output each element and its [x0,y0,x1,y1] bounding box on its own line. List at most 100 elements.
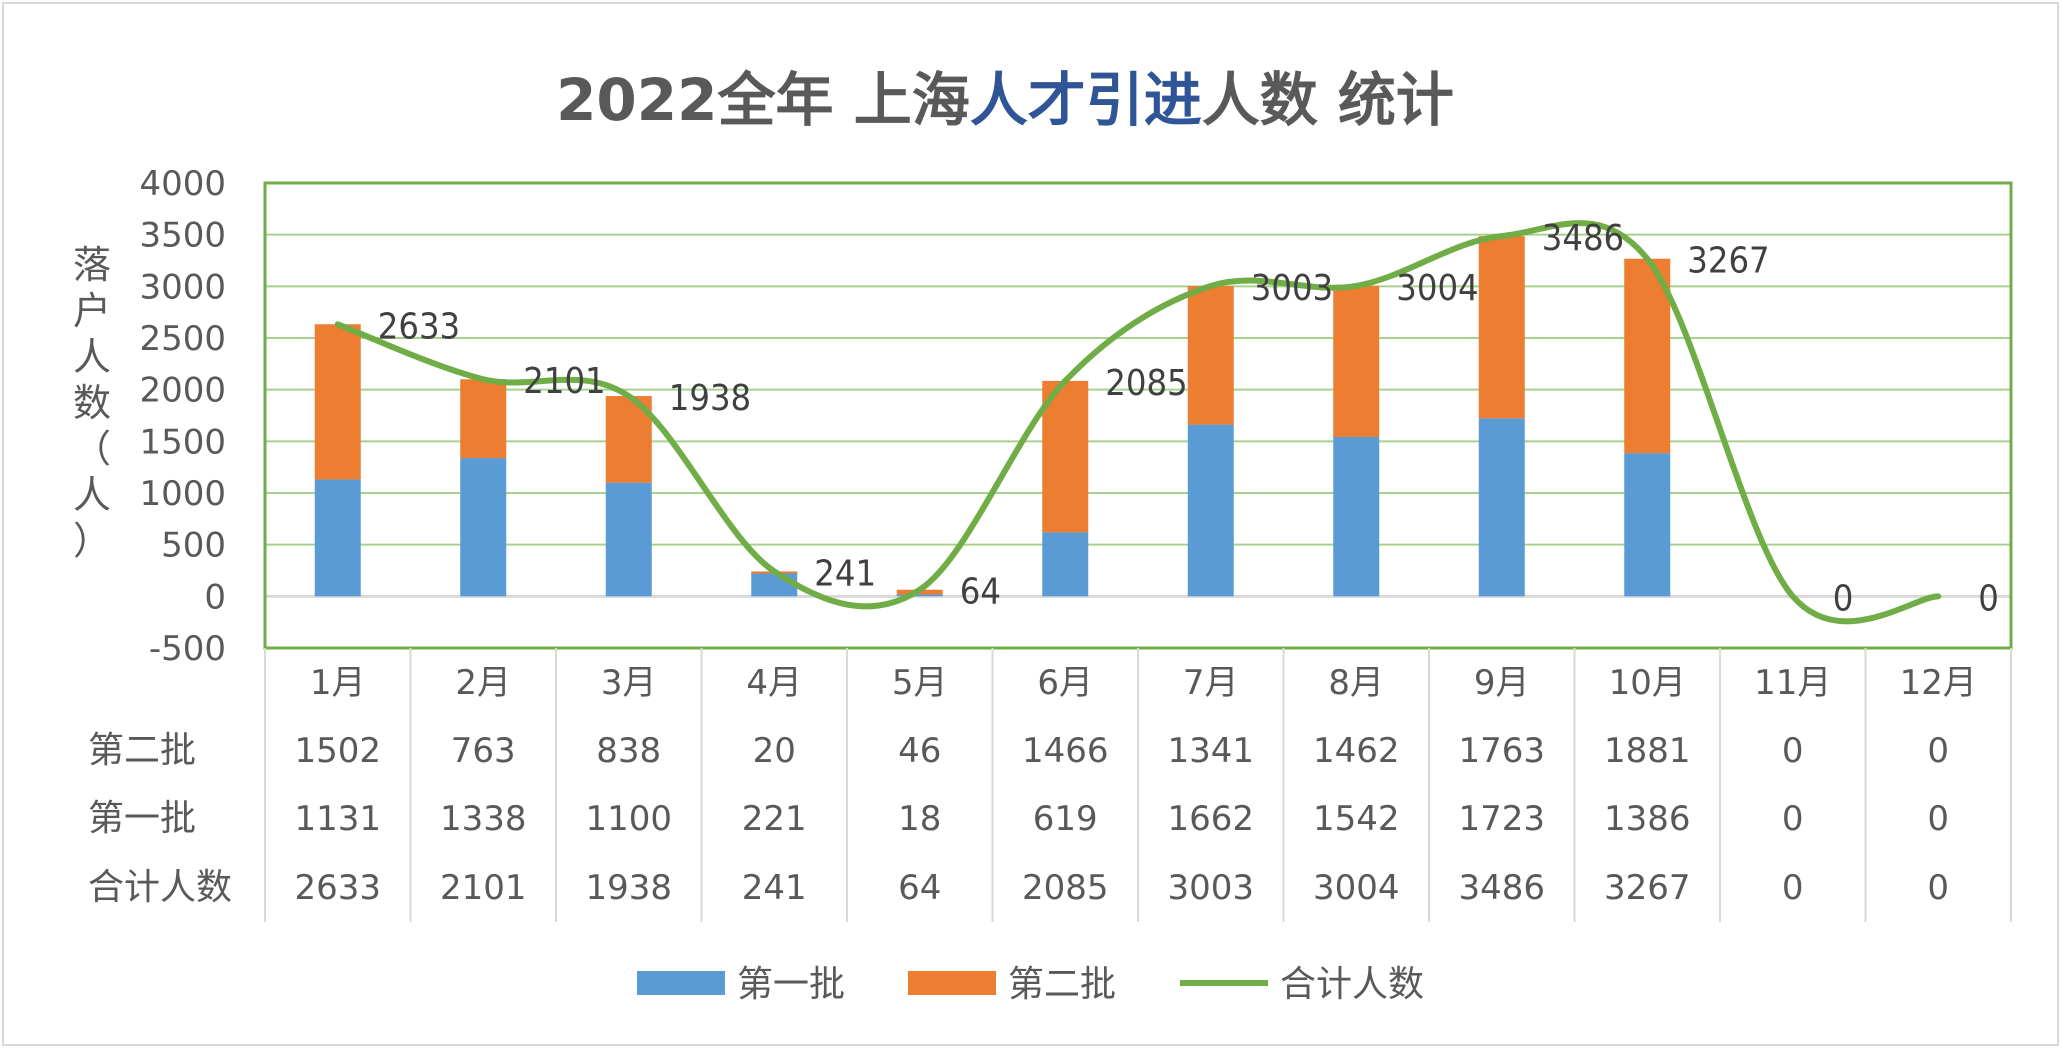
table-cell: 20 [753,731,796,771]
table-cell: 1131 [294,799,381,839]
x-category-label: 7月 [1183,663,1239,703]
table-cell: 1763 [1458,731,1545,771]
table-row-label: 合计人数 [88,867,232,908]
legend-label: 合计人数 [1280,964,1424,1005]
table-cell: 2101 [440,868,527,908]
bar [460,379,507,459]
x-category-label: 11月 [1754,663,1831,703]
table-cell: 2633 [294,868,381,908]
y-axis-label-char: （ [73,427,111,471]
table-cell: 3486 [1458,868,1545,908]
bar [1042,532,1089,597]
legend-swatch [908,971,996,995]
y-tick-label: 0 [204,577,226,617]
chart-title-part: 人才引进 [970,66,1202,134]
table-cell: 1502 [294,731,381,771]
y-tick-label: 2500 [139,319,226,359]
table-cell: 46 [898,731,941,771]
line-data-label: 2633 [378,306,460,347]
x-category-label: 12月 [1900,663,1977,703]
y-tick-labels: -500 0 500 1000 1500 2000 2500 3000 3500 4000 [139,164,226,669]
bar [1333,436,1380,597]
legend-swatch [637,971,725,995]
table-cell: 1100 [585,799,672,839]
bar [1042,380,1089,533]
table-row-label: 第一批 [88,798,196,839]
line-data-label: 3486 [1542,218,1624,259]
bar [1187,286,1234,425]
line-data-label: 2085 [1105,363,1187,404]
x-category-label: 4月 [746,663,802,703]
table-cell: 1881 [1604,731,1691,771]
legend: 第一批 第二批 合计人数 [637,964,1424,1005]
bar [1187,424,1234,597]
table-cell: 1462 [1313,731,1400,771]
y-tick-label: 3500 [139,216,226,256]
y-axis-label-char: 数 [73,381,111,425]
line-data-labels: 2633 2101 1938 241 64 2085 3003 3004 3486 3267 0 0 [378,218,1999,619]
y-tick-label: 4000 [139,164,226,204]
bar [314,324,361,480]
bar [1624,453,1671,597]
table-row-label: 第二批 [88,730,196,771]
bar [1624,258,1671,454]
line-data-label: 1938 [669,378,751,419]
x-category-label: 3月 [601,663,657,703]
table-cell: 619 [1033,799,1098,839]
table-cell: 3003 [1167,868,1254,908]
y-axis-label-char: 户 [73,289,111,333]
line-data-label: 0 [1833,578,1854,619]
table-cell: 1338 [440,799,527,839]
y-tick-label: -500 [149,629,226,669]
table-cell: 0 [1782,799,1804,839]
table-cell: 763 [451,731,516,771]
x-category-label: 5月 [892,663,948,703]
table-cell: 3267 [1604,868,1691,908]
table-cell: 0 [1782,868,1804,908]
line-data-label: 3004 [1396,268,1478,309]
y-axis-label-char: 人 [73,473,111,517]
x-category-label: 6月 [1037,663,1093,703]
table-cell: 1386 [1604,799,1691,839]
table-cell: 221 [742,799,807,839]
x-category-label: 2月 [455,663,511,703]
bar [1478,418,1525,597]
total-line [334,220,1942,625]
chart-title-part: 人数 统计 [1202,66,1454,134]
y-axis-label-char: 人 [73,335,111,379]
bar [896,594,943,597]
table-cell: 1542 [1313,799,1400,839]
total-line-path [334,220,1942,625]
table-cell: 0 [1927,731,1949,771]
table-cell: 1341 [1167,731,1254,771]
line-data-label: 0 [1978,578,1999,619]
table-cell: 18 [898,799,941,839]
y-axis-label-char: 落 [73,243,111,287]
table-cell: 838 [596,731,661,771]
y-tick-label: 1000 [139,474,226,514]
table-cell: 1938 [585,868,672,908]
table-cell: 64 [898,868,941,908]
table-cell: 1723 [1458,799,1545,839]
table-cell: 0 [1782,731,1804,771]
line-data-label: 3267 [1687,241,1769,282]
x-category-label: 9月 [1474,663,1530,703]
bar [605,482,652,597]
table-cell: 1662 [1167,799,1254,839]
line-data-label: 241 [814,553,876,594]
table-cell: 0 [1927,799,1949,839]
bar [314,479,361,597]
line-data-label: 64 [960,572,1001,613]
bar [1333,285,1380,437]
table-cell: 0 [1927,868,1949,908]
y-tick-label: 3000 [139,267,226,307]
y-tick-label: 2000 [139,371,226,411]
chart-title: 2022全年 上海人才引进人数 统计 [556,66,1454,134]
x-category-label: 10月 [1609,663,1686,703]
x-category-label: 8月 [1328,663,1384,703]
table-cell: 2085 [1022,868,1109,908]
bar [460,458,507,597]
legend-label: 第一批 [737,964,845,1005]
